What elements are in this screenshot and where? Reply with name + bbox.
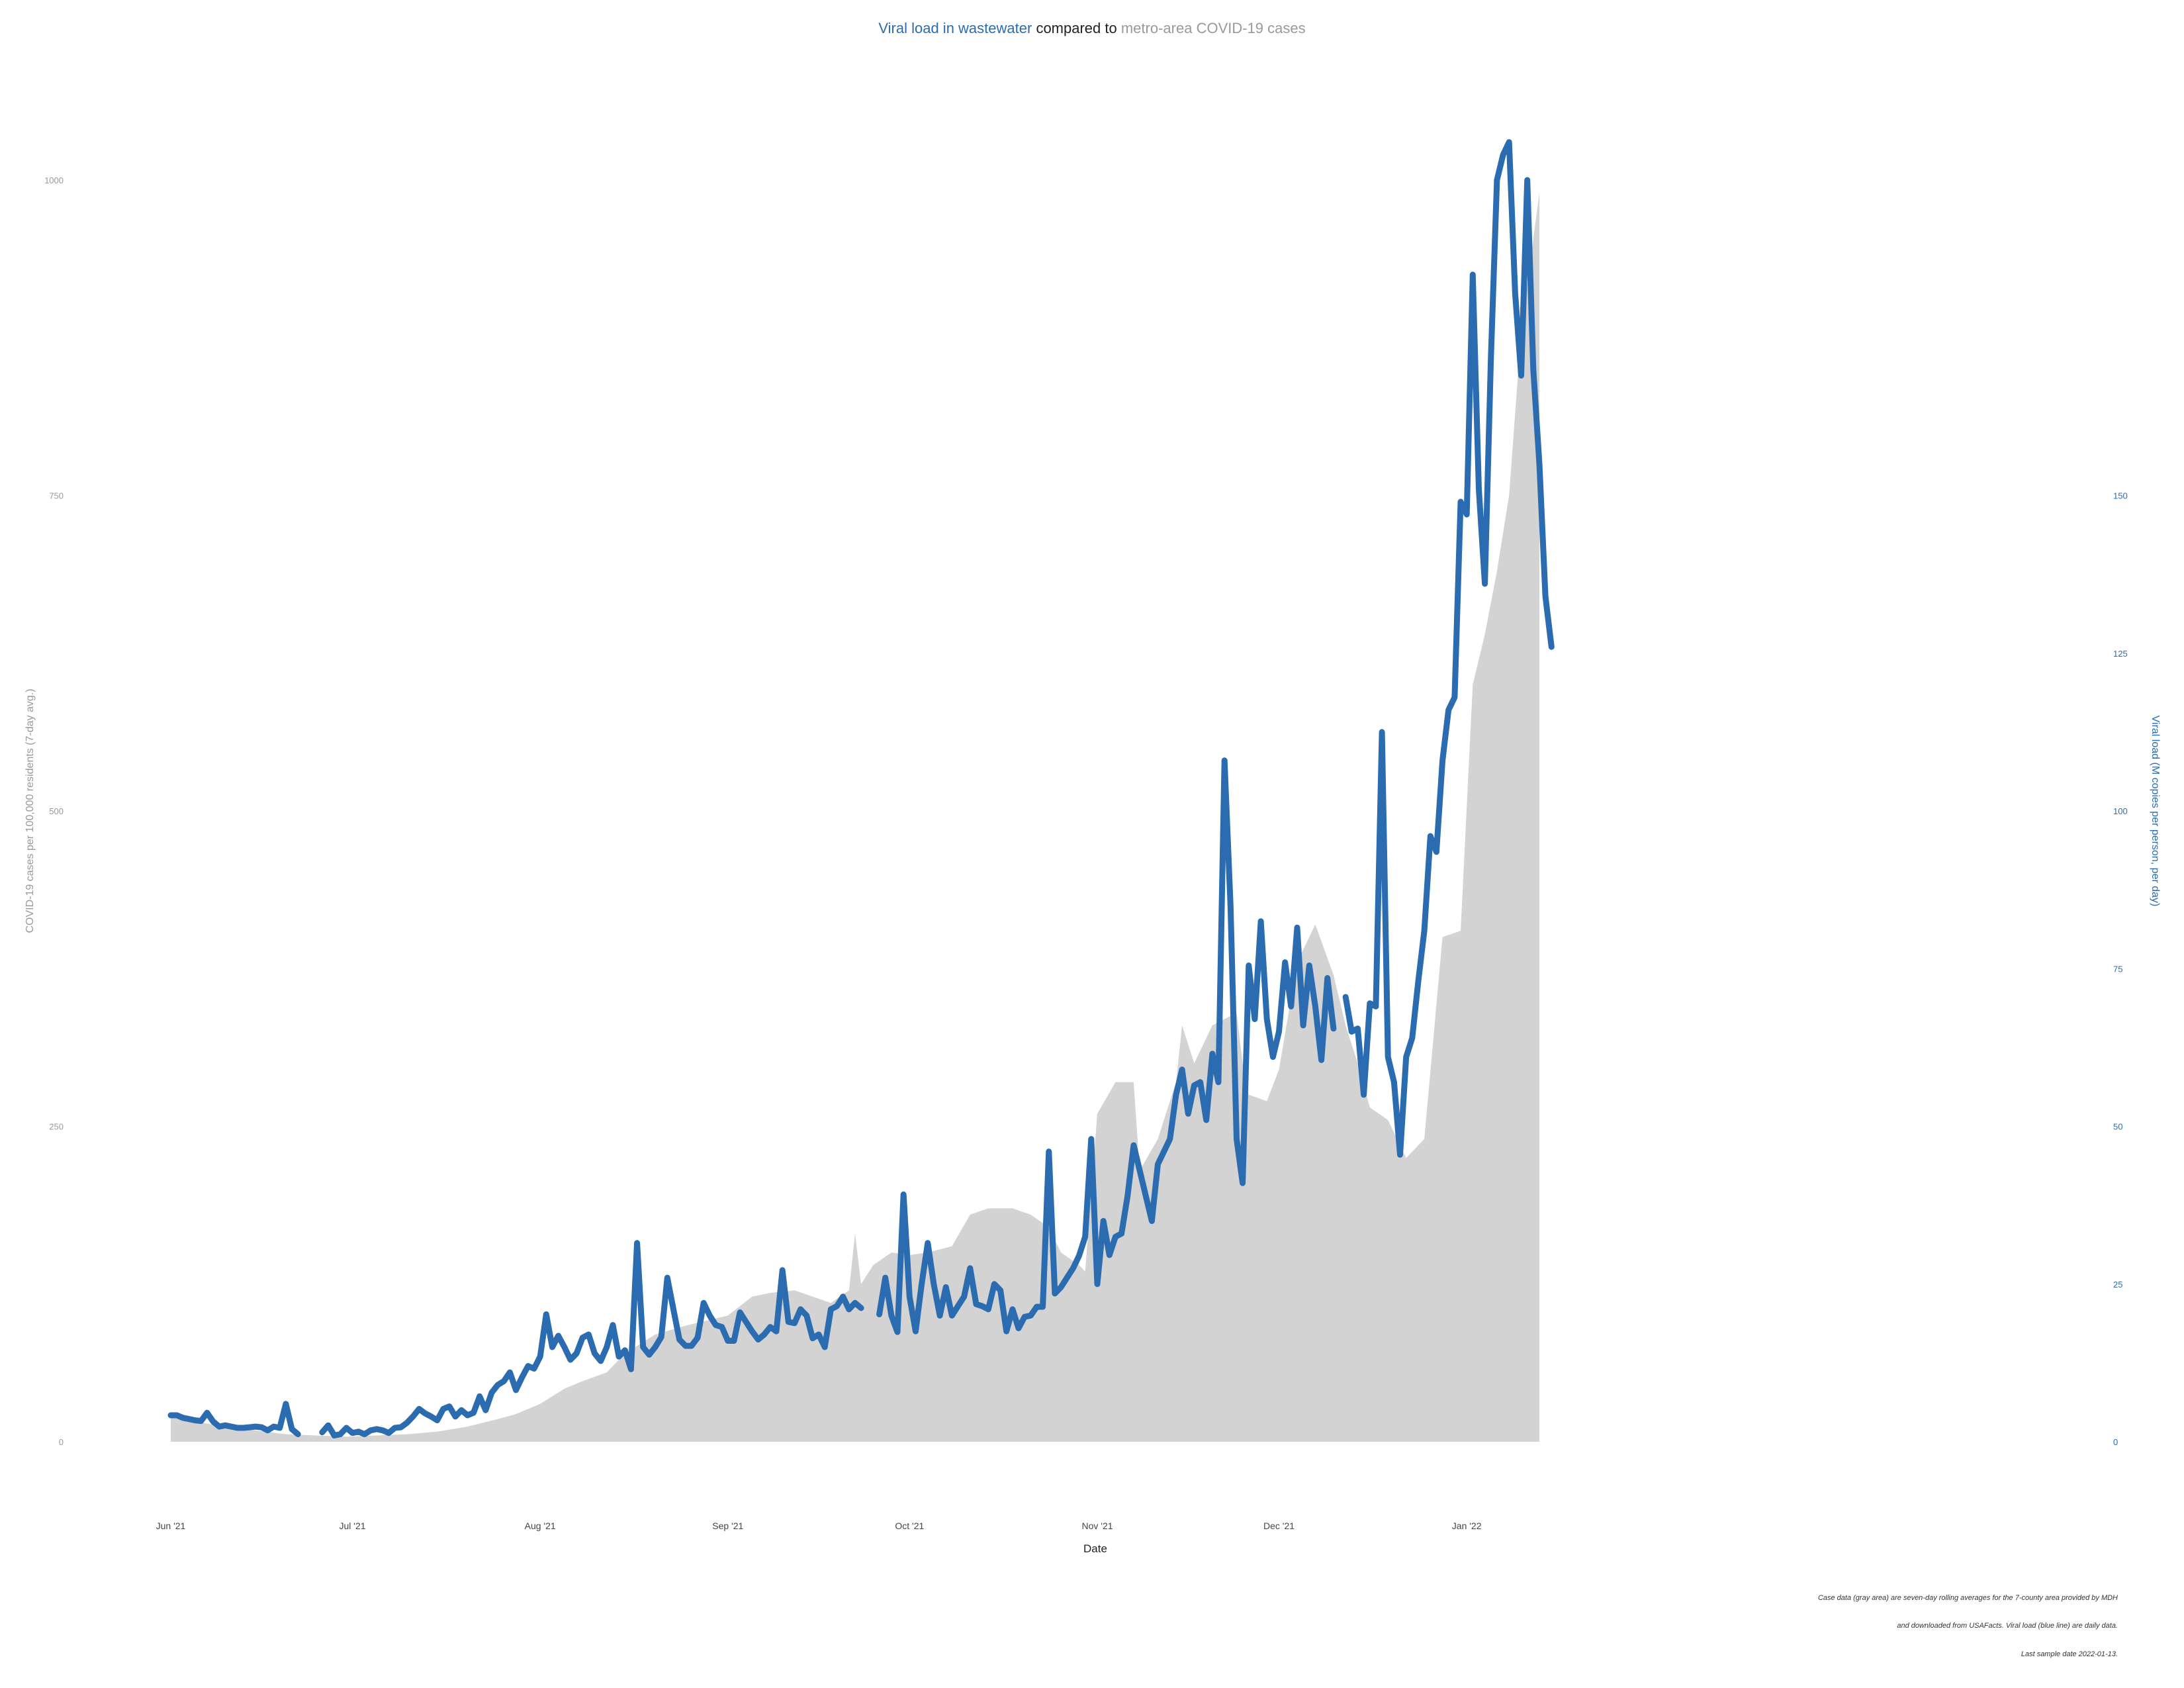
y-right-tick-2: 50 <box>2113 1122 2122 1132</box>
y-left-tick-3: 750 <box>49 491 64 501</box>
caption-line-2: and downloaded from USAFacts. Viral load… <box>1897 1622 2118 1630</box>
x-tick-5: Nov '21 <box>1081 1521 1113 1531</box>
x-tick-3: Sep '21 <box>712 1521 743 1531</box>
y-right-axis-title: Viral load (M copies per person, per day… <box>2150 716 2161 907</box>
y-left-tick-0: 0 <box>59 1437 64 1447</box>
y-right-tick-5: 125 <box>2113 649 2128 659</box>
cases-area <box>171 193 1539 1442</box>
x-tick-4: Oct '21 <box>895 1521 924 1531</box>
y-right-tick-4: 100 <box>2113 806 2128 816</box>
viral-load-line-segment-2 <box>319 1240 864 1438</box>
y-right-tick-6: 150 <box>2113 491 2128 501</box>
x-tick-7: Jan '22 <box>1452 1521 1482 1531</box>
x-tick-1: Jul '21 <box>339 1521 365 1531</box>
y-left-axis-title: COVID-19 cases per 100,000 residents (7-… <box>24 688 36 933</box>
y-right-tick-3: 75 <box>2113 964 2122 974</box>
title-cases: metro-area COVID-19 cases <box>1120 20 1306 36</box>
y-right-tick-0: 0 <box>2113 1437 2118 1447</box>
x-tick-6: Dec '21 <box>1263 1521 1295 1531</box>
y-left-tick-2: 500 <box>49 806 64 816</box>
viral-load-line-segment-1 <box>167 1401 301 1438</box>
title-compared-to: compared to <box>1036 20 1117 36</box>
caption-line-3: Last sample date 2022-01-13. <box>2021 1650 2118 1658</box>
viral-load-line-segment-3 <box>876 757 1337 1335</box>
caption-line-1: Case data (gray area) are seven-day roll… <box>1817 1594 2118 1602</box>
y-right-tick-1: 25 <box>2113 1280 2122 1289</box>
y-left-tick-4: 1000 <box>44 175 64 185</box>
x-tick-2: Aug '21 <box>525 1521 556 1531</box>
viral-load-line-segment-4 <box>1342 139 1555 1158</box>
chart-title: Viral load in wastewater compared to met… <box>0 20 2184 37</box>
x-axis-title: Date <box>1083 1542 1107 1555</box>
title-viral-load: Viral load in wastewater <box>878 20 1032 36</box>
y-left-tick-1: 250 <box>49 1122 64 1132</box>
x-tick-0: Jun '21 <box>156 1521 186 1531</box>
